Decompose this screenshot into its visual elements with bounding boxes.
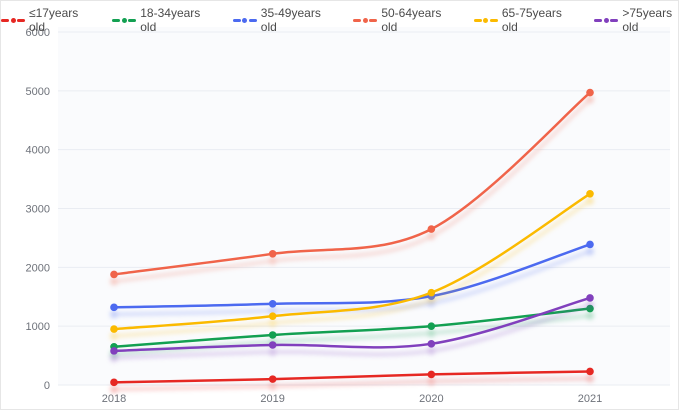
data-point[interactable] [586, 88, 594, 97]
x-axis-tick-label: 2018 [102, 393, 126, 405]
data-point[interactable] [427, 370, 436, 379]
data-point[interactable] [110, 325, 118, 333]
legend-line-marker-icon [232, 17, 257, 23]
legend-item-18-34years-old[interactable]: 18-34years old [112, 6, 205, 34]
legend-line-marker-icon [1, 17, 25, 23]
y-axis-tick-label: 2000 [26, 262, 50, 274]
data-point[interactable] [268, 331, 277, 339]
legend-item-label: ≤17years old [29, 6, 79, 34]
data-point[interactable] [268, 312, 277, 320]
series--17years-old [110, 367, 594, 387]
data-point[interactable] [586, 240, 594, 249]
y-axis-tick-label: 0 [44, 380, 50, 392]
y-axis-tick-label: 3000 [26, 204, 50, 216]
data-point[interactable] [586, 367, 594, 376]
legend-item--17years-old[interactable]: ≤17years old [1, 6, 84, 34]
data-point[interactable] [268, 250, 277, 258]
data-point[interactable] [110, 347, 118, 355]
legend-item-label: 50-64years old [381, 6, 442, 34]
data-point[interactable] [268, 375, 277, 383]
data-point[interactable] [586, 304, 594, 313]
legend-item-label: 18-34years old [140, 6, 201, 34]
data-point[interactable] [586, 189, 594, 198]
series--75years-old [110, 294, 594, 355]
legend-line-marker-icon [353, 17, 378, 23]
data-point[interactable] [110, 303, 118, 312]
legend-item-35-49years-old[interactable]: 35-49years old [232, 6, 326, 34]
y-axis-tick-label: 4000 [26, 145, 50, 157]
series-65-75years-old [110, 189, 594, 333]
data-point[interactable] [268, 300, 277, 308]
series-line [112, 192, 592, 331]
series-line [112, 370, 592, 384]
legend-item-65-75years-old[interactable]: 65-75years old [473, 6, 567, 34]
data-point[interactable] [427, 288, 436, 297]
data-point[interactable] [427, 225, 436, 233]
chart-legend: ≤17years old 18-34years old 35-49years old… [1, 6, 678, 34]
data-point[interactable] [427, 340, 436, 348]
series-line [112, 307, 592, 349]
series-35-49years-old [110, 240, 594, 312]
legend-item-50-64years-old[interactable]: 50-64years old [353, 6, 446, 34]
series-line [112, 91, 592, 276]
data-point[interactable] [268, 341, 277, 349]
legend-line-marker-icon [473, 17, 498, 23]
legend-item-label: 35-49years old [260, 6, 321, 34]
legend-item-label: >75years old [622, 6, 673, 34]
x-axis-tick-label: 2021 [578, 393, 602, 405]
series-line [112, 243, 592, 309]
series-line [112, 296, 592, 353]
legend-item-label: 65-75years old [501, 6, 562, 34]
y-axis-tick-label: 1000 [26, 321, 50, 333]
x-axis-tick-label: 2019 [260, 393, 284, 405]
legend-item--75years-old[interactable]: >75years old [594, 6, 678, 34]
data-point[interactable] [110, 270, 118, 279]
legend-line-marker-icon [594, 17, 619, 23]
y-axis-tick-label: 5000 [26, 86, 50, 98]
data-point[interactable] [427, 322, 436, 330]
series-50-64years-old [110, 88, 594, 279]
x-axis-tick-label: 2020 [419, 393, 443, 405]
y-axis-tick-label: 6000 [26, 27, 50, 39]
legend-line-marker-icon [112, 17, 137, 23]
data-point[interactable] [110, 378, 118, 387]
data-point[interactable] [586, 294, 594, 302]
